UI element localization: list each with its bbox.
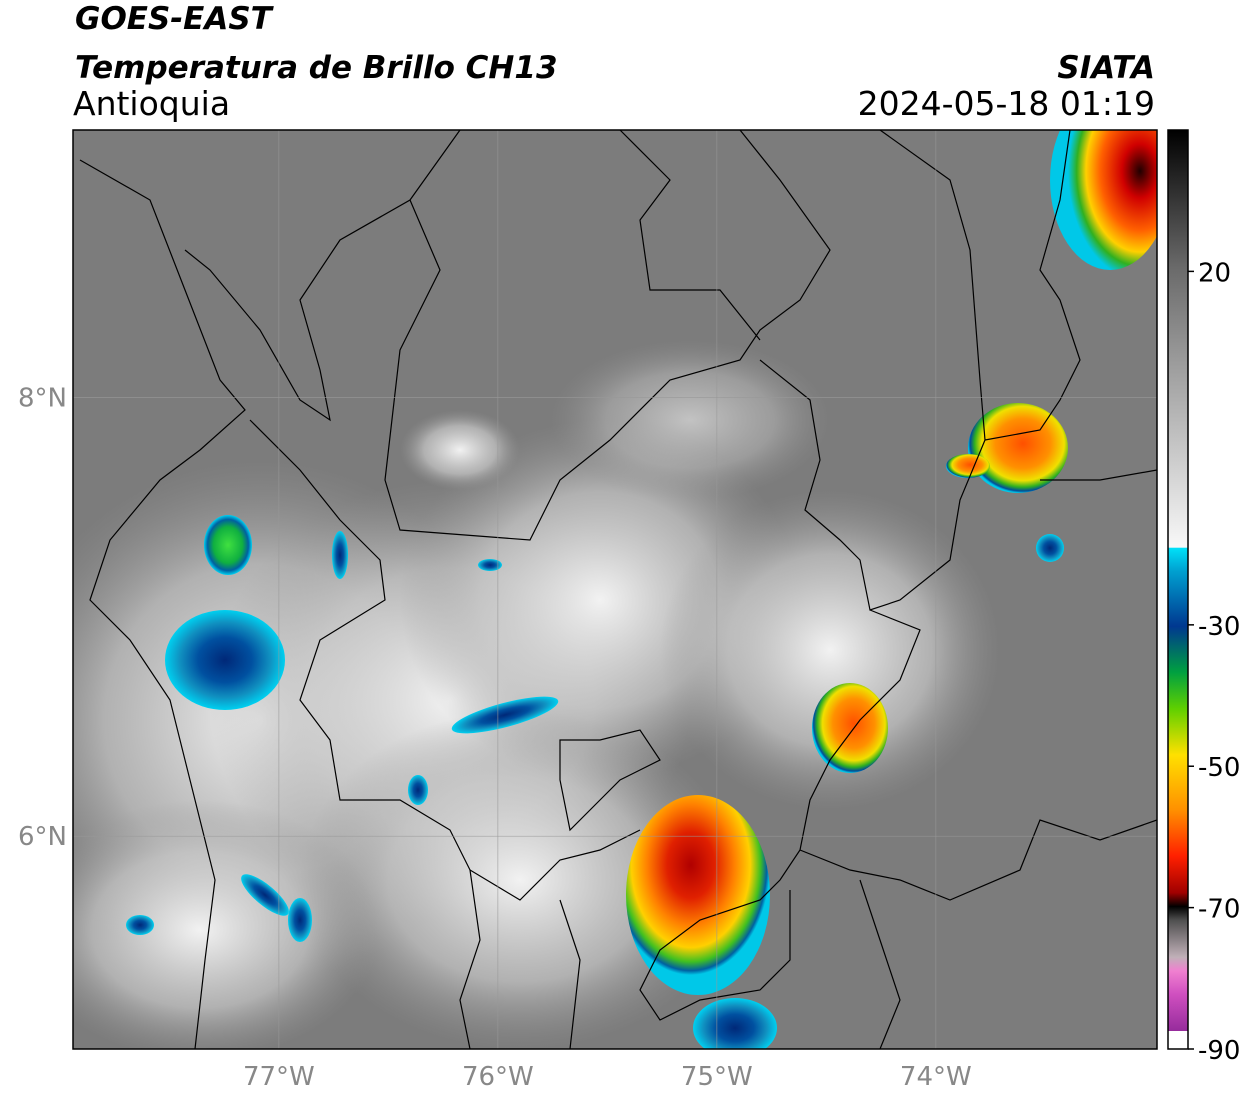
cloud <box>73 800 380 1049</box>
colorbar-tick-label: -50 <box>1198 753 1240 783</box>
storm <box>626 795 770 995</box>
cloud <box>550 340 830 500</box>
title-product: Temperatura de Brillo CH13 <box>75 50 558 86</box>
storm <box>332 531 348 579</box>
storm <box>288 898 312 942</box>
colorbar-tick-label: 20 <box>1198 258 1231 288</box>
cloud <box>660 490 1000 810</box>
storm <box>408 775 428 805</box>
storm <box>126 915 154 935</box>
storm <box>1036 534 1064 562</box>
boundary <box>619 130 761 341</box>
satellite-image <box>73 130 1157 1049</box>
colorbar-under <box>1168 1031 1188 1049</box>
source: SIATA <box>1057 50 1155 86</box>
lon-label: 76°W <box>462 1062 534 1092</box>
colorbar-tick-label: -30 <box>1198 612 1240 642</box>
graticule <box>73 130 1157 1049</box>
title-satellite: GOES-EAST <box>75 1 275 37</box>
boundary <box>384 130 831 541</box>
lat-label: 8°N <box>18 384 67 414</box>
lon-label: 75°W <box>681 1062 753 1092</box>
boundary <box>799 819 1157 901</box>
boundary <box>559 729 661 832</box>
lat-label: 6°N <box>18 822 67 852</box>
title-region: Antioquia <box>73 84 230 123</box>
boundary <box>1040 469 1157 481</box>
storm <box>1050 130 1157 270</box>
colorbar-tick-label: -70 <box>1198 895 1240 925</box>
cloud <box>400 410 520 490</box>
storm <box>812 683 888 773</box>
borders <box>79 130 1157 1049</box>
storm <box>204 515 252 575</box>
boundary <box>459 869 901 1049</box>
boundary <box>759 130 986 611</box>
colorbar-tick-label: -90 <box>1198 1036 1240 1066</box>
lon-label: 74°W <box>900 1062 972 1092</box>
storm <box>693 998 777 1049</box>
coastline <box>184 130 461 422</box>
storm <box>241 874 289 916</box>
coastline <box>79 159 246 1049</box>
boundary <box>249 419 641 901</box>
storm <box>946 454 990 478</box>
boundary <box>639 609 921 1021</box>
storm <box>451 696 559 734</box>
colorbar <box>1168 130 1188 1049</box>
storm <box>478 559 502 571</box>
datetime: 2024-05-18 01:19 <box>858 84 1155 123</box>
lon-label: 77°W <box>243 1062 315 1092</box>
colorbar-frame <box>1167 129 1189 1050</box>
boundary <box>984 130 1081 441</box>
storm <box>165 610 285 710</box>
map-frame <box>72 129 1158 1050</box>
